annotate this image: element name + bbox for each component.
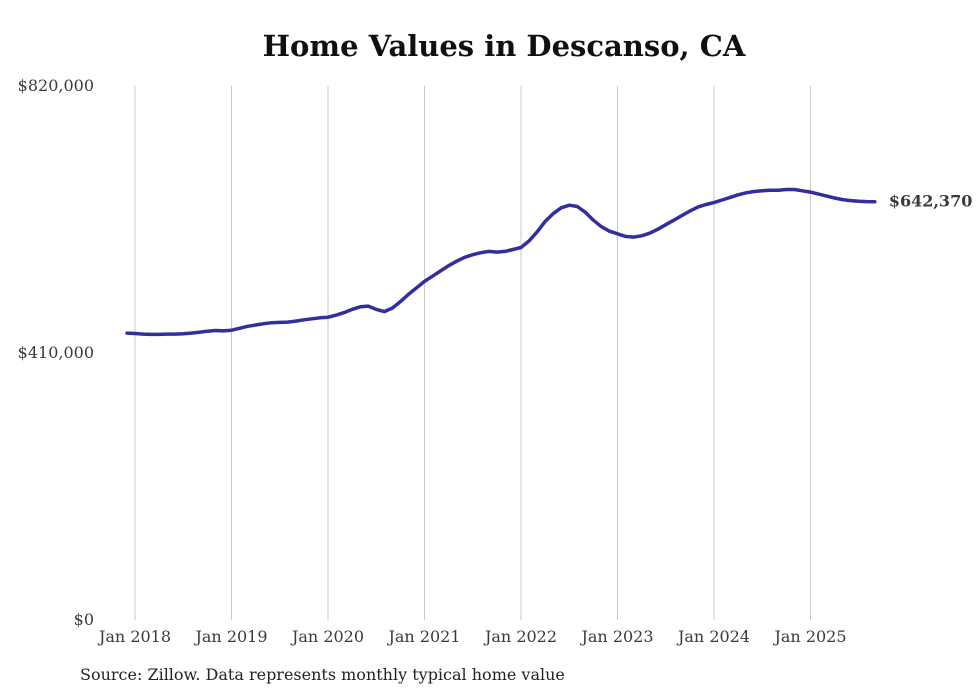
x-tick-label: Jan 2021 xyxy=(386,627,460,646)
home-value-line xyxy=(125,187,877,337)
y-tick-label: $0 xyxy=(74,610,94,629)
current-value-label: $642,370 xyxy=(889,192,973,211)
x-tick-label: Jan 2018 xyxy=(97,627,171,646)
x-tick-label: Jan 2023 xyxy=(579,627,653,646)
chart-title: Home Values in Descanso, CA xyxy=(262,29,746,63)
x-tick-label: Jan 2024 xyxy=(676,627,750,646)
x-tick-label: Jan 2025 xyxy=(772,627,846,646)
x-tick-label: Jan 2022 xyxy=(483,627,557,646)
y-tick-label: $410,000 xyxy=(18,343,94,362)
y-tick-label: $820,000 xyxy=(18,76,94,95)
source-note: Source: Zillow. Data represents monthly … xyxy=(80,665,565,684)
x-tick-label: Jan 2020 xyxy=(290,627,364,646)
x-tick-label: Jan 2019 xyxy=(193,627,267,646)
